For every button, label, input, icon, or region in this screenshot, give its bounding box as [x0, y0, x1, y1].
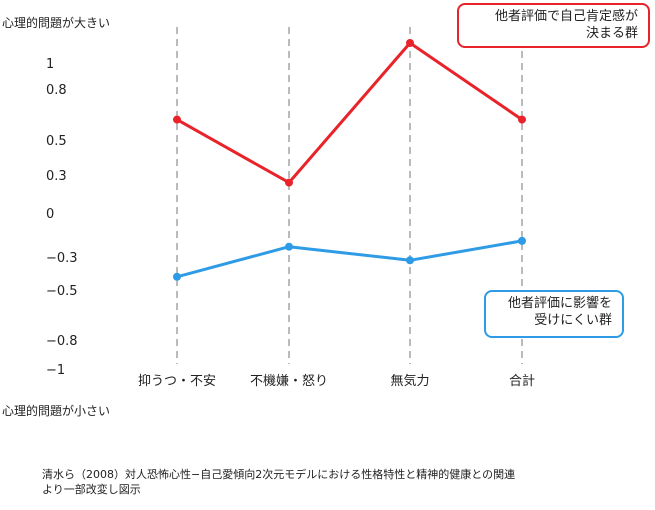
y-tick-label-1: 1 [46, 57, 54, 72]
source-line-1: 清水ら（2008）対人恐怖心性−自己愛傾向2次元モデルにおける性格特性と精神的健… [42, 468, 516, 481]
legend-red-line-1: 他者評価で自己肯定感が [494, 9, 638, 24]
category-label-3: 無気力 [390, 373, 429, 389]
y-tick-label-7: −0.5 [46, 284, 78, 299]
series-2-point-2 [285, 242, 293, 251]
series-2-point-1 [173, 272, 181, 281]
series-line-1 [176, 41, 523, 185]
category-label-4: 合計 [509, 373, 535, 389]
legend-blue-line-2: 受けにくい群 [534, 313, 612, 328]
y-axis-top-label: 心理的問題が大きい [2, 16, 111, 30]
y-tick-label-4: 0.3 [46, 169, 67, 184]
series-line-2 [176, 239, 523, 279]
series-2-point-4 [518, 236, 526, 245]
legend-blue-group: 他者評価に影響を 受けにくい群 [484, 290, 624, 338]
y-tick-label-3: 0.5 [46, 134, 67, 149]
y-tick-label-6: −0.3 [46, 251, 78, 266]
series-1-point-4 [518, 115, 526, 124]
series-1-point-1 [173, 115, 181, 124]
y-tick-label-8: −0.8 [46, 334, 78, 349]
source-line-2: より一部改変し図示 [42, 483, 141, 496]
y-tick-label-5: 0 [46, 207, 54, 222]
category-label-2: 不機嫌・怒り [250, 374, 328, 389]
y-tick-label-2: 0.8 [46, 83, 67, 98]
series-1-point-2 [285, 178, 293, 187]
series-1-point-3 [406, 39, 414, 47]
series-2-point-3 [406, 256, 414, 265]
category-label-1: 抑うつ・不安 [138, 374, 216, 389]
legend-red-line-2: 決まる群 [585, 26, 638, 41]
y-tick-label-9: −1 [46, 363, 65, 378]
source-citation: 清水ら（2008）対人恐怖心性−自己愛傾向2次元モデルにおける性格特性と精神的健… [42, 467, 515, 497]
y-axis-bottom-label: 心理的問題が小さい [2, 404, 111, 418]
legend-blue-line-1: 他者評価に影響を [507, 296, 612, 311]
legend-red-group: 他者評価で自己肯定感が 決まる群 [457, 3, 650, 48]
